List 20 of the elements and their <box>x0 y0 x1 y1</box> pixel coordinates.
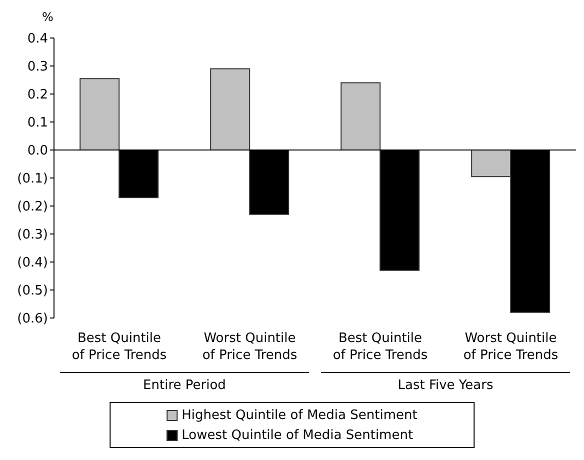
x-tick-label: Best Quintile of Price Trends <box>332 331 428 363</box>
y-tick-label: (0.4) <box>17 256 48 271</box>
y-tick-label: (0.5) <box>17 284 48 299</box>
legend-label: Highest Quintile of Media Sentiment <box>182 408 418 422</box>
y-tick-label: (0.3) <box>17 228 48 243</box>
y-axis-title: % <box>42 10 54 24</box>
legend-label: Lowest Quintile of Media Sentiment <box>182 428 414 442</box>
y-tick-label: 0.3 <box>27 60 48 75</box>
y-tick-label: 0.2 <box>27 88 48 103</box>
y-tick-label: (0.6) <box>17 312 48 327</box>
y-tick-label: (0.1) <box>17 172 48 187</box>
text: Entire Period <box>142 378 227 393</box>
y-tick-label: 0.4 <box>27 32 48 47</box>
text: Last Five Years <box>396 378 494 393</box>
y-tick-label: 0.0 <box>27 144 48 159</box>
y-tick-label: 0.1 <box>27 116 48 131</box>
x-tick-label: Best Quintile of Price Trends <box>72 331 167 363</box>
x-tick-label: Worst Quintile of Price Trends <box>202 331 298 363</box>
x-tick-label: Worst Quintile of Price Trends <box>463 331 558 363</box>
y-tick-label: (0.2) <box>17 200 48 215</box>
